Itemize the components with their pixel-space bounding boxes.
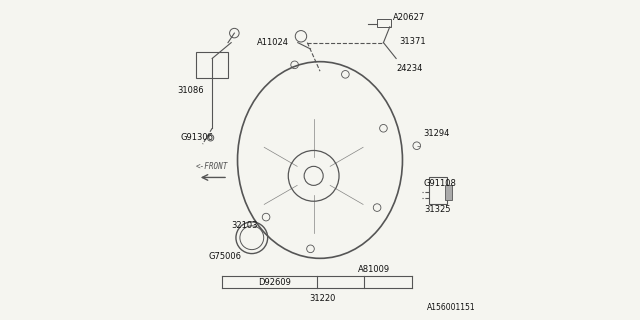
Bar	[377, 19, 392, 27]
Text: <-FRONT: <-FRONT	[196, 162, 228, 171]
Text: 31325: 31325	[424, 205, 451, 214]
Text: A11024: A11024	[257, 38, 289, 47]
Text: G91108: G91108	[423, 179, 456, 188]
Text: 24234: 24234	[396, 63, 422, 73]
Text: 31086: 31086	[177, 86, 204, 95]
Bar	[445, 185, 452, 200]
Text: A81009: A81009	[358, 265, 390, 274]
Text: 31220: 31220	[309, 294, 335, 303]
Text: A20627: A20627	[393, 13, 425, 22]
Text: D92609: D92609	[258, 278, 291, 287]
Text: 31371: 31371	[399, 36, 426, 45]
Bar	[196, 52, 228, 77]
Text: A156001151: A156001151	[427, 303, 476, 312]
Bar	[429, 178, 447, 204]
Text: G91306: G91306	[180, 133, 213, 142]
Text: G75006: G75006	[209, 252, 242, 261]
Text: 31294: 31294	[423, 129, 449, 138]
Text: 32103: 32103	[231, 220, 258, 229]
